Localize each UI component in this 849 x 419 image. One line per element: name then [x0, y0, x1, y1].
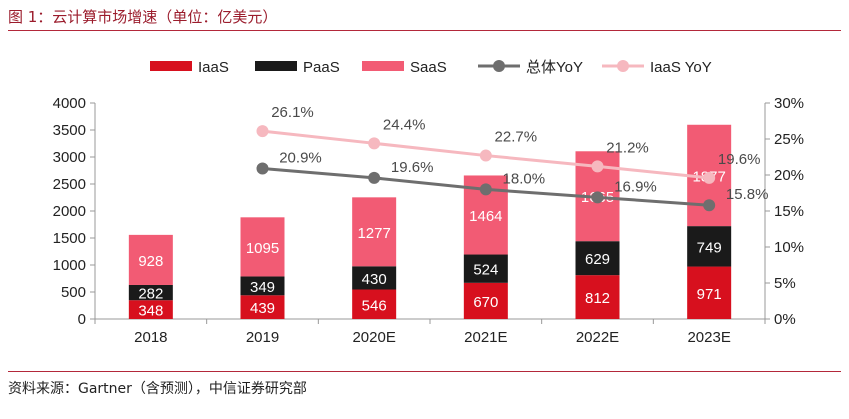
- left-tick-label: 500: [61, 284, 86, 301]
- bar-value-label: 282: [138, 286, 163, 303]
- left-tick-label: 2500: [53, 176, 86, 193]
- bar-value-label: 812: [585, 290, 610, 307]
- bar-iaas-2022e: [575, 275, 620, 319]
- line-point: [479, 183, 492, 196]
- bar-paas-2019: [240, 276, 285, 296]
- bar-value-label: 349: [250, 279, 275, 296]
- bar-iaas-2018: [128, 300, 173, 319]
- right-tick-label: 0%: [774, 311, 796, 328]
- legend-swatch: [255, 61, 297, 71]
- bar-iaas-2023e: [687, 266, 732, 319]
- right-tick-label: 15%: [774, 203, 804, 220]
- bar-paas-2020e: [352, 266, 397, 290]
- bar-value-label: 546: [362, 297, 387, 314]
- left-tick-label: 1000: [53, 257, 86, 274]
- bar-paas-2022e: [575, 241, 620, 276]
- right-tick-label: 5%: [774, 275, 796, 292]
- bar-value-label: 524: [473, 262, 498, 279]
- line-point: [591, 160, 604, 173]
- legend-marker: [493, 60, 505, 72]
- right-tick-label: 10%: [774, 239, 804, 256]
- bar-value-label: 1095: [246, 240, 279, 257]
- bar-iaas-2021e: [463, 282, 508, 319]
- line-value-label: 18.0%: [503, 170, 546, 187]
- line-point: [368, 171, 381, 184]
- legend-label: SaaS: [410, 59, 447, 76]
- bar-value-label: 1277: [357, 225, 390, 242]
- right-tick-label: 25%: [774, 131, 804, 148]
- left-tick-label: 2000: [53, 203, 86, 220]
- legend-label: PaaS: [303, 59, 340, 76]
- x-tick-label: 2019: [246, 329, 279, 346]
- line-value-label: 16.9%: [614, 178, 657, 195]
- bar-paas-2023e: [687, 226, 732, 267]
- line-point: [479, 149, 492, 162]
- line-point: [256, 125, 269, 138]
- line-point: [703, 171, 716, 184]
- bar-value-label: 1464: [469, 208, 502, 225]
- line-value-label: 21.2%: [606, 139, 649, 156]
- bar-value-label: 670: [473, 294, 498, 311]
- x-tick-label: 2018: [134, 329, 167, 346]
- line-point: [703, 199, 716, 212]
- chart-caption: 图 1：云计算市场增速（单位：亿美元）: [8, 8, 278, 26]
- bar-value-label: 629: [585, 251, 610, 268]
- bar-value-label: 430: [362, 271, 387, 288]
- bar-saas-2018: [128, 234, 173, 285]
- bar-value-label: 439: [250, 300, 275, 317]
- bar-value-label: 971: [697, 286, 722, 303]
- bar-saas-2020e: [352, 197, 397, 267]
- line-value-label: 20.9%: [279, 150, 322, 167]
- line-value-label: 19.6%: [391, 159, 434, 176]
- bar-value-label: 348: [138, 303, 163, 320]
- source-note: 资料来源：Gartner（含预测），中信证券研究部: [8, 381, 307, 397]
- legend-label: IaaS: [198, 59, 229, 76]
- legend-swatch: [362, 61, 404, 71]
- line-point: [591, 191, 604, 204]
- right-tick-label: 20%: [774, 167, 804, 184]
- x-tick-label: 2022E: [576, 329, 619, 346]
- bar-value-label: 928: [138, 253, 163, 270]
- right-tick-label: 30%: [774, 95, 804, 112]
- left-tick-label: 3000: [53, 149, 86, 166]
- line-value-label: 24.4%: [383, 116, 426, 133]
- legend-marker: [617, 60, 629, 72]
- x-tick-label: 2023E: [687, 329, 730, 346]
- bar-paas-2018: [128, 284, 173, 301]
- line-value-label: 26.1%: [271, 104, 314, 121]
- line-value-label: 19.6%: [718, 151, 761, 168]
- legend-swatch: [150, 61, 192, 71]
- bar-iaas-2019: [240, 295, 285, 319]
- line-point: [256, 162, 269, 175]
- line-value-label: 22.7%: [495, 129, 538, 146]
- left-tick-label: 4000: [53, 95, 86, 112]
- bar-iaas-2020e: [352, 289, 397, 319]
- top-divider: [8, 30, 841, 31]
- legend-label: IaaS YoY: [650, 59, 712, 76]
- left-tick-label: 3500: [53, 122, 86, 139]
- bottom-divider: [8, 371, 841, 372]
- bar-paas-2021e: [463, 254, 508, 283]
- line-point: [368, 137, 381, 150]
- line-value-label: 15.8%: [726, 186, 769, 203]
- left-tick-label: 0: [78, 311, 86, 328]
- x-tick-label: 2020E: [352, 329, 395, 346]
- x-tick-label: 2021E: [464, 329, 507, 346]
- legend-label: 总体YoY: [526, 59, 583, 76]
- bar-saas-2019: [240, 217, 285, 277]
- bar-value-label: 749: [697, 239, 722, 256]
- left-tick-label: 1500: [53, 230, 86, 247]
